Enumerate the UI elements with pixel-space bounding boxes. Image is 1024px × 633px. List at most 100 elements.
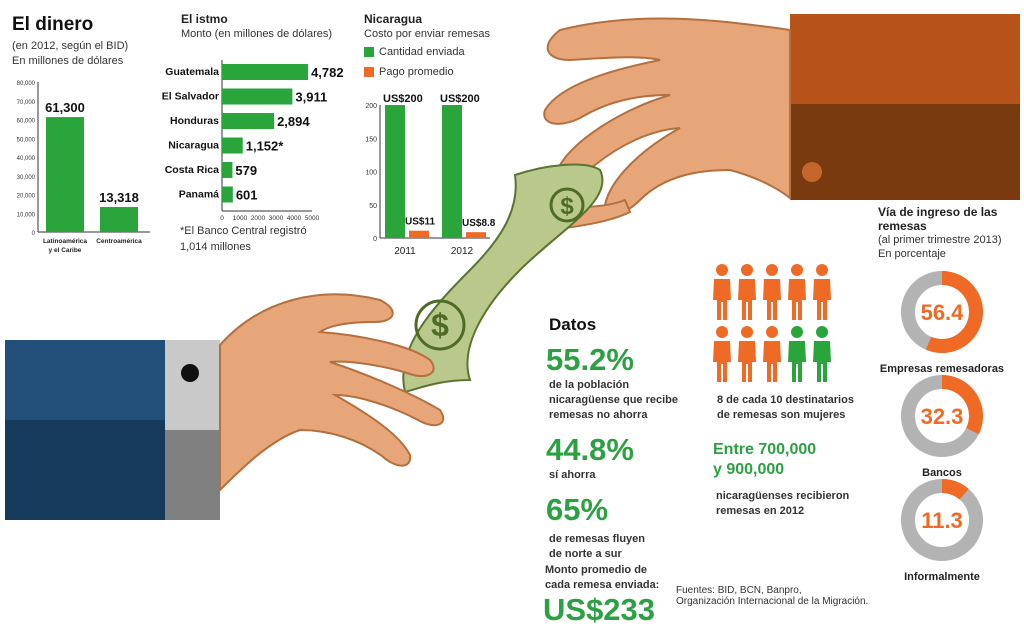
y-tick-label: 0: [32, 231, 36, 237]
stat-no-ahorra: 55.2%: [546, 342, 634, 377]
person-body: [813, 279, 831, 320]
bar-cantidad: [442, 105, 462, 238]
person-body: [713, 341, 731, 382]
donut-category-label: Informalmente: [904, 571, 980, 583]
people-pictogram: [713, 264, 831, 382]
person-head: [766, 326, 778, 338]
category-label: El Salvador: [162, 91, 219, 103]
nicaragua-title: Nicaragua: [364, 12, 423, 26]
person-body: [738, 279, 756, 320]
nicaragua-bar-chart: 0 50 100 150 200 US$200 US$11 2011 US$200 US$8.8 2…: [365, 93, 495, 257]
person-icon: [813, 326, 831, 382]
bar: [222, 162, 233, 178]
person-body: [713, 279, 731, 320]
y-tick-label: 50,000: [17, 137, 36, 143]
bar-pago: [409, 230, 429, 238]
y-tick-label: 0: [373, 236, 377, 243]
bar-value-label: US$8.8: [462, 218, 495, 229]
right-sleeve: [790, 14, 1020, 104]
stat3-line: de norte a sur: [549, 547, 622, 560]
stat-norte-sur-text: de remesas fluyen de norte a sur: [549, 532, 645, 562]
x-tick-label: 2000: [251, 215, 266, 220]
datos-title: Datos: [549, 315, 597, 334]
istmo-subtitle: Monto (en millones de dólares): [181, 28, 333, 40]
via-donut-charts: 56.4 Empresas remesadoras 32.3 Bancos 11.3 In…: [880, 271, 1004, 583]
receptores-text: nicaragüenses recibieron remesas en 2012: [716, 489, 849, 519]
legend-pago: Pago promedio: [364, 66, 454, 78]
dinero-title: El dinero: [12, 14, 94, 35]
nicaragua-subtitle: Costo por enviar remesas: [364, 28, 490, 40]
person-head: [816, 326, 828, 338]
person-head: [716, 326, 728, 338]
donut-slice: [901, 479, 983, 561]
svg-text:$: $: [431, 307, 449, 343]
bar: [222, 113, 275, 129]
bar: [222, 137, 243, 154]
person-head: [791, 264, 803, 276]
right-hand: [543, 17, 791, 216]
bar-pago: [466, 232, 486, 238]
x-category-label: Latinoamérica: [43, 238, 87, 245]
y-tick-label: 30,000: [17, 175, 36, 181]
donut-category-label: Bancos: [922, 467, 962, 479]
y-tick-label: 40,000: [17, 156, 36, 162]
person-icon: [738, 326, 756, 382]
category-label: Honduras: [170, 115, 219, 127]
bar-value-label: 2,894: [277, 114, 310, 129]
stat3-line: de remesas fluyen: [549, 533, 645, 545]
x-category-label: 2011: [394, 246, 416, 257]
x-tick-label: 3000: [269, 215, 284, 220]
promedio-line: Monto promedio de: [545, 564, 648, 576]
y-tick-label: 100: [365, 170, 377, 177]
stat1-line: remesas no ahorra: [549, 408, 648, 421]
person-icon: [813, 264, 831, 320]
donut-category-label: Empresas remesadoras: [880, 363, 1004, 375]
bar: [222, 186, 233, 203]
stat-no-ahorra-text: de la población nicaragüense que recibe …: [549, 378, 678, 423]
person-icon: [763, 326, 781, 382]
receptores-line: nicaragüenses recibieron: [716, 490, 850, 502]
promedio-text: Monto promedio de cada remesa enviada:: [545, 563, 659, 593]
person-head: [741, 264, 753, 276]
dinero-bar-chart: 0 10,000 20,000 30,000 40,000 50,000 60,000 70,…: [17, 81, 150, 254]
person-body: [788, 341, 806, 382]
bar-value-label: 13,318: [99, 190, 139, 205]
legend-swatch-green: [364, 47, 374, 57]
left-sleeve: [5, 340, 165, 420]
x-tick-label: 1000: [233, 215, 248, 220]
person-head: [791, 326, 803, 338]
y-tick-label: 20,000: [17, 194, 36, 200]
stat1-line: nicaragüense que recibe: [549, 393, 678, 406]
left-hand: [219, 293, 445, 493]
via-title: Vía de ingreso de las remesas: [878, 205, 998, 234]
istmo-note-line1: *El Banco Central registró: [180, 225, 307, 237]
bar: [222, 64, 309, 80]
stat1-line: de la población: [549, 379, 630, 391]
category-label: Costa Rica: [165, 164, 219, 176]
bar: [46, 117, 84, 232]
left-cuff: [165, 340, 220, 430]
bar-value-label: US$11: [405, 217, 435, 228]
via-subtitle: (al primer trimestre 2013): [878, 234, 1002, 246]
right-cufflink: [802, 162, 822, 182]
stat-norte-sur: 65%: [546, 492, 609, 527]
y-tick-label: 10,000: [17, 212, 36, 218]
bar: [100, 207, 138, 232]
money-bill: [402, 163, 604, 394]
y-tick-label: 80,000: [17, 81, 36, 87]
left-cuff-shadow: [165, 430, 220, 520]
donut-value-label: 32.3: [921, 404, 964, 429]
y-tick-label: 150: [365, 136, 377, 143]
person-head: [716, 264, 728, 276]
receptores-range: Entre 700,000 y 900,000: [713, 440, 816, 480]
y-tick-label: 50: [369, 203, 377, 210]
bar-value-label: 579: [235, 163, 257, 178]
category-label: Guatemala: [165, 66, 219, 78]
x-tick-label: 4000: [287, 215, 302, 220]
istmo-title: El istmo: [181, 12, 228, 26]
donut-value-label: 11.3: [921, 508, 963, 533]
bar-value-label: 4,782: [311, 65, 344, 80]
dinero-unit: En millones de dólares: [12, 55, 124, 67]
y-tick-label: 200: [365, 103, 377, 110]
